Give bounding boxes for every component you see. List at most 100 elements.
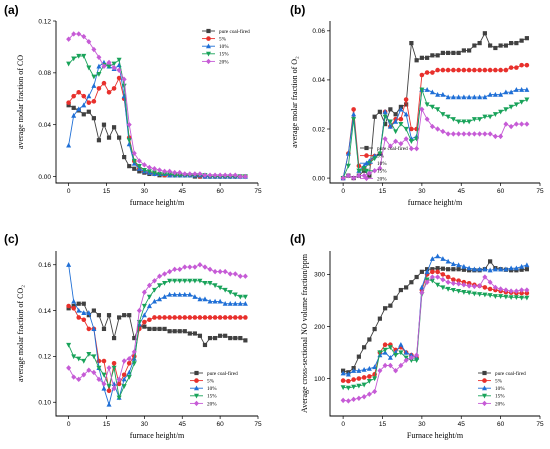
data-point [96,365,102,371]
data-point [66,142,72,148]
axis-frame [55,251,258,417]
data-point [382,114,388,120]
data-point [509,40,514,46]
data-point [345,163,351,169]
data-point [435,91,441,97]
legend-entry: 15% [219,52,229,58]
data-point [340,397,346,404]
data-point [126,138,132,143]
series-1 [66,75,248,179]
data-point [435,282,441,288]
data-point [187,171,193,177]
data-point [101,381,107,387]
data-point [146,303,152,309]
data-point [419,72,425,78]
series-line [343,255,528,375]
data-point [86,65,92,71]
data-point [492,294,498,299]
data-point [228,335,233,341]
data-point [141,303,147,309]
data-point [361,375,367,380]
data-point [440,50,445,56]
axis-frame [329,251,540,417]
data-point [435,126,441,132]
axis-frame [55,21,258,184]
data-point [498,43,503,48]
data-point [66,303,71,309]
data-point [393,353,399,358]
data-point [456,119,462,125]
legend-entry: pure coal-fired [219,28,250,35]
data-point [519,121,525,127]
series-2 [340,253,530,377]
data-point [182,264,188,270]
x-axis-label: Furnace height/m [407,431,464,440]
data-point [461,131,467,137]
data-point [71,112,77,118]
data-point [81,310,87,315]
y-tick-label: 200 [314,324,325,331]
data-point [446,50,451,56]
data-point [96,376,102,383]
data-point [116,376,122,383]
data-point [456,278,461,283]
data-point [519,295,525,301]
data-point [387,362,393,369]
data-point [398,362,404,369]
y-tick-label: 0.14 [38,308,51,315]
data-point [192,278,198,284]
data-point [232,271,238,277]
legend-entry: 10% [495,386,505,392]
data-point [414,358,420,364]
x-tick-label: 45 [179,421,187,428]
data-point [503,294,509,300]
data-point [461,263,467,269]
data-point [192,264,198,270]
data-point [456,288,462,294]
series-4 [340,274,530,404]
data-point [456,131,462,137]
data-point [91,326,97,332]
data-point [141,312,147,318]
data-point [487,91,493,97]
data-point [136,307,142,314]
legend-marker [194,393,199,399]
data-point [472,43,477,48]
data-point [222,315,228,320]
data-point [157,283,163,289]
x-tick-label: 0 [67,188,71,195]
data-point [96,313,102,318]
data-point [393,112,398,117]
data-point [340,385,346,391]
legend-marker [206,43,211,49]
data-point [162,168,168,175]
data-point [71,305,76,311]
data-point [498,67,503,73]
data-point [172,329,177,334]
data-point [66,365,72,371]
data-point [237,294,243,300]
data-point [242,173,248,180]
data-point [482,266,488,272]
data-point [477,292,483,297]
data-point [217,315,223,320]
data-point [487,114,493,120]
x-tick-label: 60 [217,188,225,195]
legend-marker [482,370,487,376]
data-point [482,31,487,36]
legend-marker [364,153,369,158]
y-tick-label: 0.16 [38,262,51,269]
data-point [142,324,147,329]
data-point [383,121,388,127]
data-point [435,269,440,275]
data-point [187,315,193,320]
data-point [121,358,127,364]
data-point [126,356,132,362]
data-point [409,40,414,46]
data-point [456,50,461,56]
y-tick-label: 0.12 [38,354,51,361]
data-point [167,315,172,320]
data-point [477,266,483,272]
y-tick-label: 0.04 [38,122,51,129]
data-point [96,54,102,60]
